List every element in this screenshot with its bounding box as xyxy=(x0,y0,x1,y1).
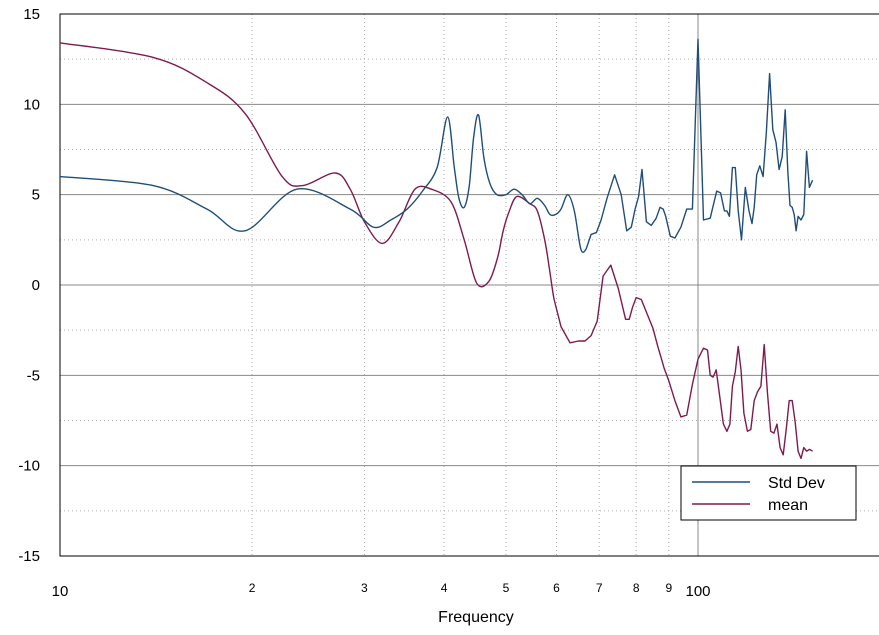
legend: Std Dev mean xyxy=(680,465,857,521)
legend-box xyxy=(680,465,857,521)
y-tick-label: -5 xyxy=(27,367,40,384)
x-tick-label-minor: 7 xyxy=(596,581,603,595)
x-tick-label-minor: 8 xyxy=(633,581,640,595)
legend-label-std-dev: Std Dev xyxy=(768,475,825,492)
x-tick-label-minor: 9 xyxy=(665,581,672,595)
x-axis-tick-labels: 10 100 2 3 4 5 6 7 8 9 xyxy=(52,581,711,600)
x-tick-label-minor: 6 xyxy=(553,581,560,595)
x-tick-label-minor: 3 xyxy=(361,581,368,595)
x-tick-label: 100 xyxy=(685,583,710,600)
y-tick-label: -15 xyxy=(18,548,40,565)
y-tick-label: 15 xyxy=(23,6,40,23)
x-tick-label-minor: 2 xyxy=(249,581,256,595)
series-line-mean xyxy=(60,42,813,460)
series-line-std-dev xyxy=(60,38,814,254)
y-axis-tick-labels: 15 10 5 0 -5 -10 -15 xyxy=(18,6,40,565)
series-layer xyxy=(60,38,814,460)
y-tick-label: 0 xyxy=(32,277,40,294)
x-axis-title: Frequency xyxy=(438,609,514,626)
y-tick-label: -10 xyxy=(18,458,40,475)
x-tick-label-minor: 4 xyxy=(441,581,448,595)
x-tick-label: 10 xyxy=(52,583,69,600)
x-tick-label-minor: 5 xyxy=(503,581,510,595)
y-tick-label: 5 xyxy=(32,187,40,204)
y-tick-label: 10 xyxy=(23,96,40,113)
legend-label-mean: mean xyxy=(768,497,808,514)
plot-frame xyxy=(59,13,879,557)
